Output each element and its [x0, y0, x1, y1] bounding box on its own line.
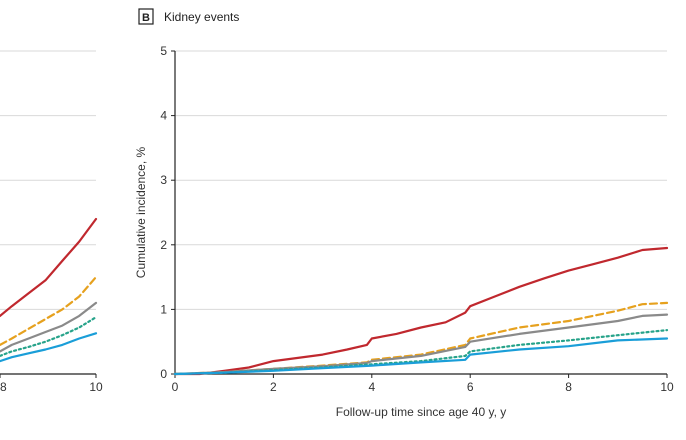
left-x-tick-label: 8 [0, 380, 7, 394]
right-y-tick-label: 1 [160, 302, 167, 316]
right-y-tick-label: 5 [160, 44, 167, 58]
right-y-tick-label: 4 [160, 109, 167, 123]
right-y-tick-label: 2 [160, 238, 167, 252]
right-series-line-2 [173, 313, 669, 376]
kidney-events-panel: B Kidney events 0 2 4 6 8 10 0 1 2 3 4 5 Follow-up t… [134, 8, 674, 419]
right-x-tick-label: 4 [368, 380, 375, 394]
panel-title: Kidney events [164, 10, 239, 24]
panel-badge-letter: B [142, 12, 150, 24]
left-series-line-3 [0, 316, 98, 357]
right-series-line-4 [173, 337, 669, 376]
right-x-tick-label: 0 [172, 380, 179, 394]
right-x-tick-label: 2 [270, 380, 277, 394]
right-y-tick-label: 0 [160, 367, 167, 381]
left-series-line-4 [0, 332, 98, 363]
right-x-tick-label: 10 [660, 380, 674, 394]
left-series-line-0 [0, 217, 98, 317]
left-series-line-1 [0, 276, 98, 346]
right-x-tick-label: 6 [467, 380, 474, 394]
left-x-tick-label: 10 [89, 380, 103, 394]
panel-badge-box [138, 8, 154, 25]
right-x-axis-label: Follow-up time since age 40 y, y [336, 405, 507, 419]
right-series-line-0 [173, 246, 669, 376]
left-series-line-2 [0, 301, 98, 353]
right-y-axis-label: Cumulative incidence, % [134, 146, 148, 278]
right-x-tick-label: 8 [565, 380, 572, 394]
right-y-tick-label: 3 [160, 173, 167, 187]
left-panel-partial: 8 10 [0, 50, 103, 394]
